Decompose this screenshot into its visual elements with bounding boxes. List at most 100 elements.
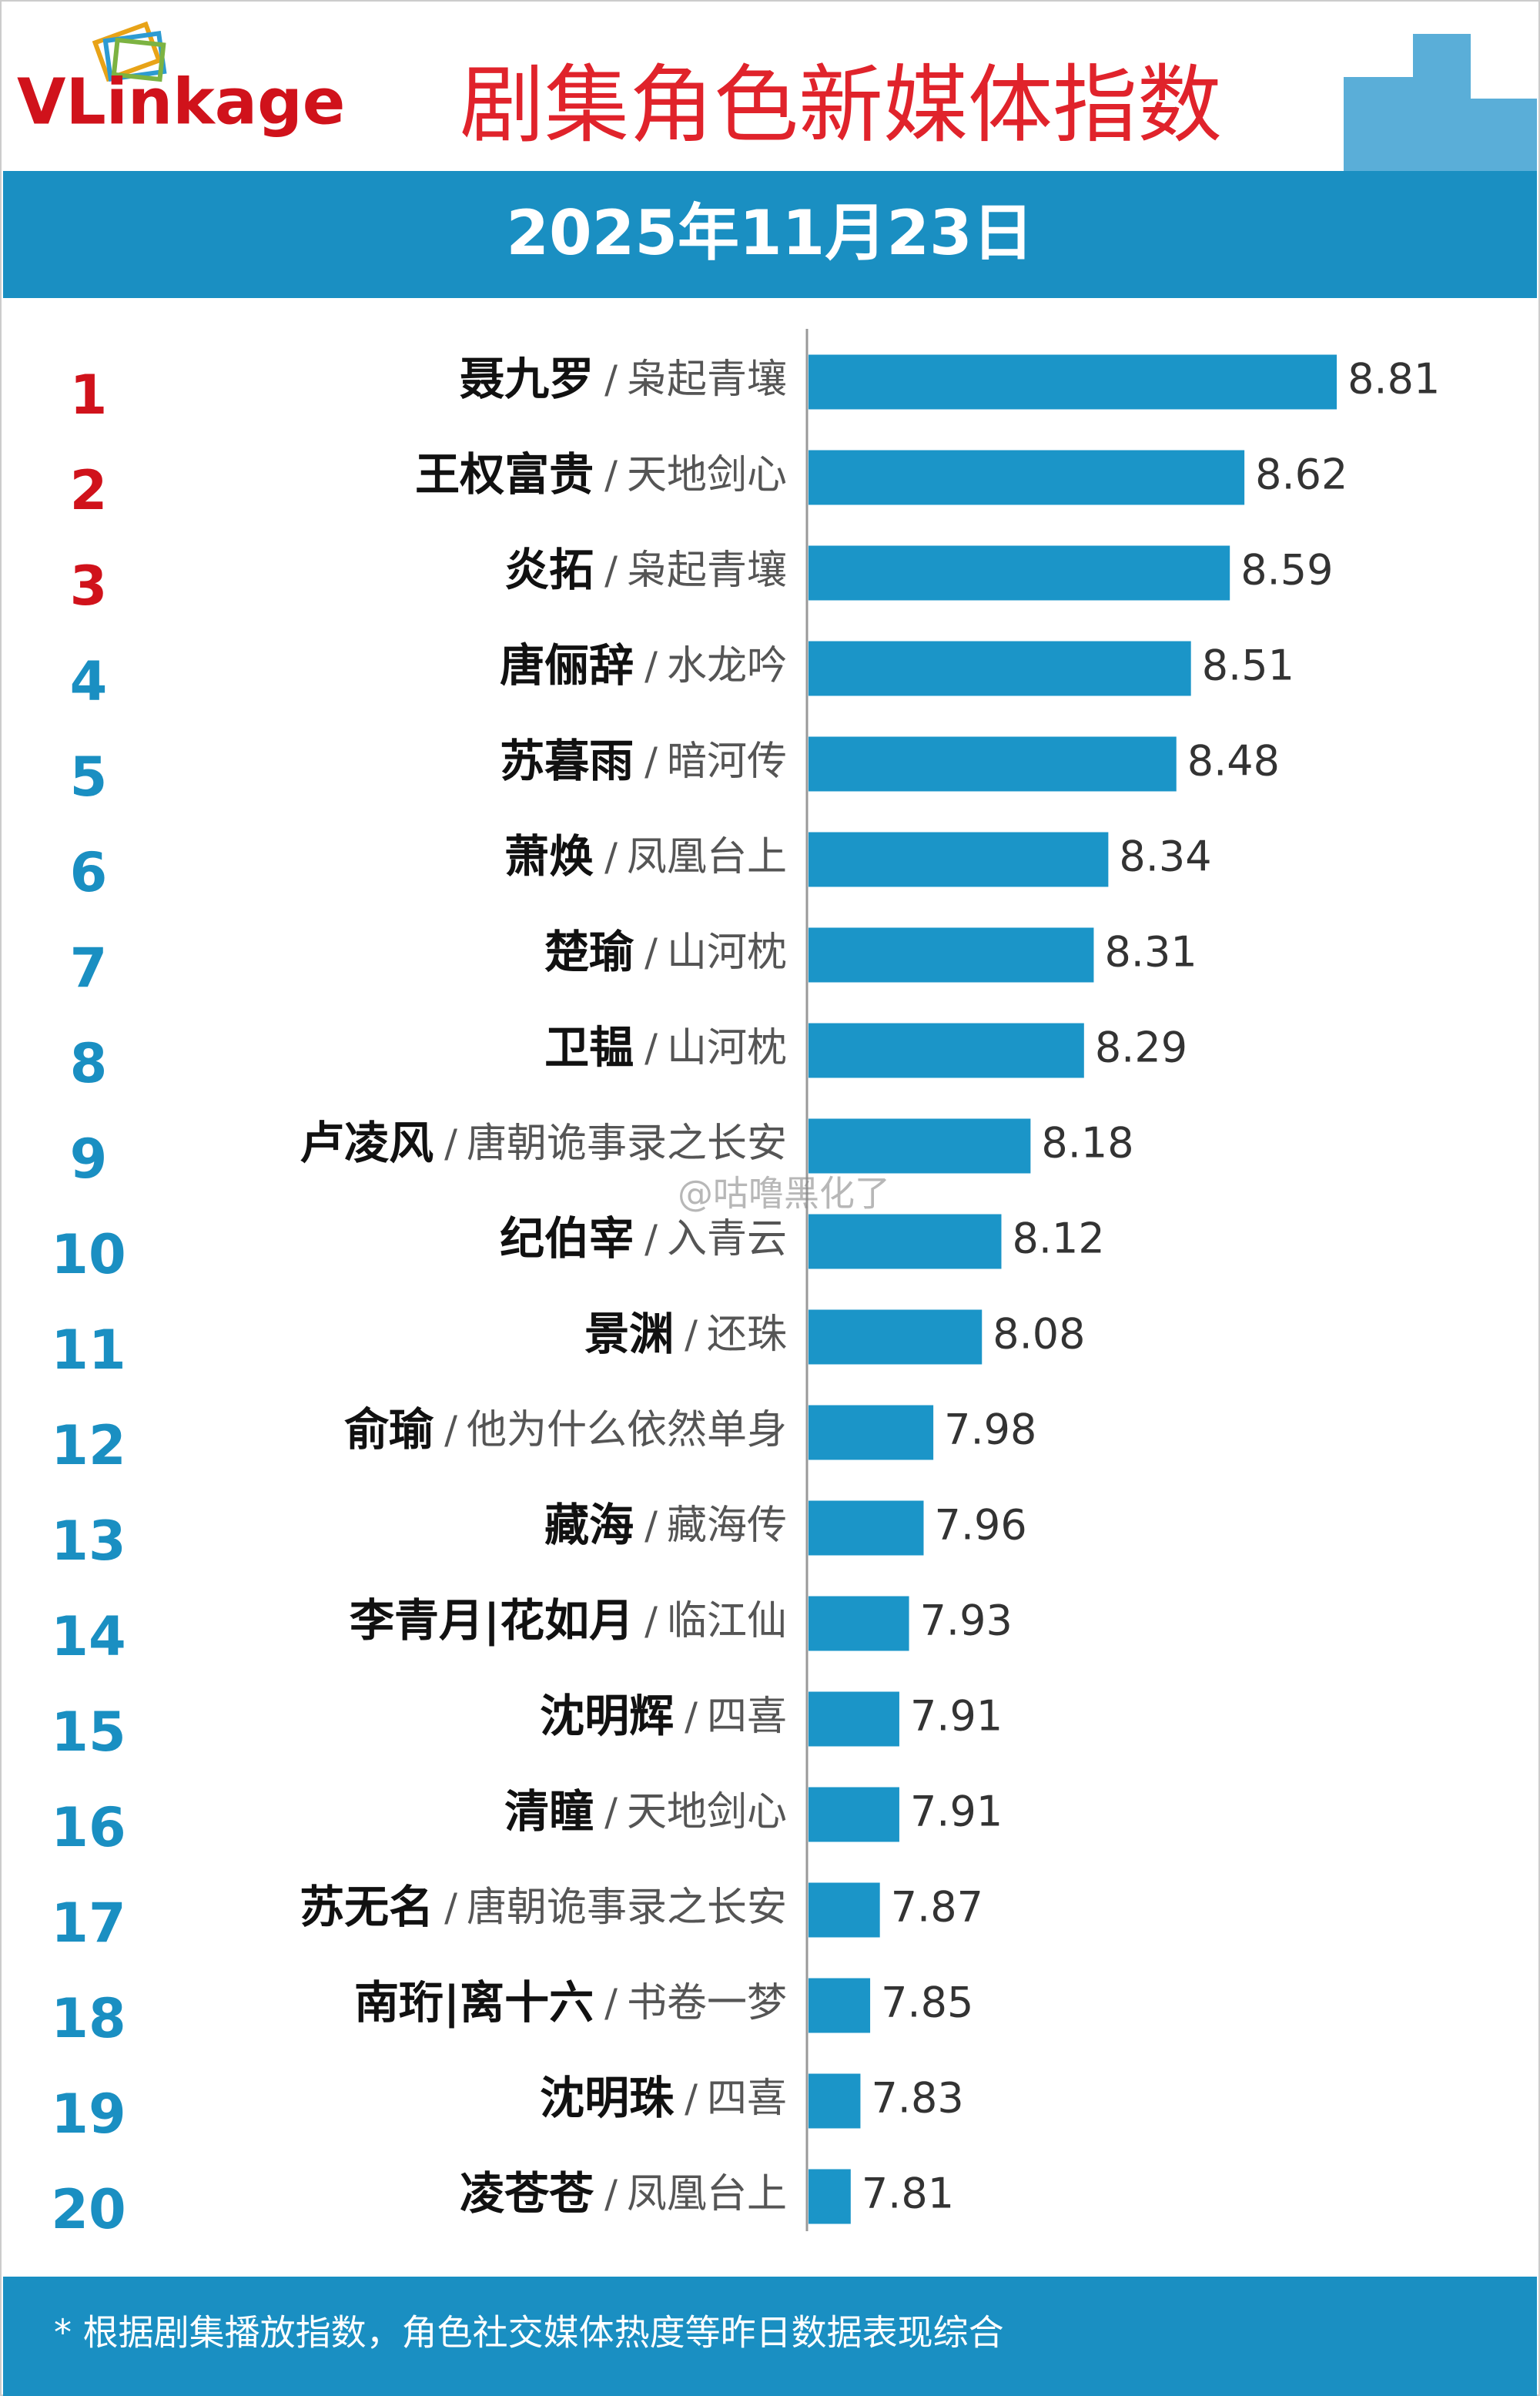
- drama-name: 枭起青壤: [627, 357, 787, 403]
- character-name: 景渊: [584, 1308, 674, 1360]
- separator: /: [685, 2076, 698, 2121]
- value-label: 7.93: [920, 1597, 1013, 1645]
- category-label: 南珩|离十六 / 书卷一梦: [354, 1976, 787, 2029]
- value-label: 7.81: [862, 2170, 954, 2218]
- separator: /: [604, 453, 618, 498]
- bar: [808, 545, 1230, 601]
- value-label: 8.12: [1013, 1215, 1105, 1263]
- drama-name: 暗河传: [667, 739, 787, 785]
- value-label: 8.81: [1348, 355, 1440, 404]
- rank-label: 14: [51, 1605, 126, 1668]
- footnote: * 根据剧集播放指数，角色社交媒体热度等昨日数据表现综合: [54, 2312, 1004, 2354]
- category-label: 李青月|花如月 / 临江仙: [350, 1594, 787, 1647]
- drama-name: 入青云: [667, 1216, 787, 1262]
- character-name: 纪伯宰: [500, 1212, 634, 1265]
- rank-label: 4: [70, 650, 108, 713]
- category-label: 藏海 / 藏海传: [544, 1499, 787, 1551]
- value-label: 8.31: [1104, 928, 1197, 977]
- drama-name: 天地剑心: [627, 452, 787, 498]
- value-label: 7.91: [910, 1692, 1003, 1741]
- separator: /: [644, 739, 658, 784]
- rank-label: 18: [51, 1987, 126, 2050]
- separator: /: [604, 1981, 618, 2026]
- category-label: 苏无名 / 唐朝诡事录之长安: [300, 1881, 787, 1933]
- podium-decoration: [1344, 34, 1537, 171]
- value-label: 7.96: [935, 1501, 1027, 1550]
- value-label: 7.83: [871, 2074, 963, 2123]
- watermark: @咕噜黑化了: [678, 1173, 890, 1215]
- separator: /: [644, 930, 658, 975]
- bar: [808, 736, 1177, 792]
- bar: [808, 641, 1191, 696]
- bar: [808, 1691, 899, 1747]
- drama-name: 还珠: [707, 1312, 787, 1358]
- drama-name: 四喜: [707, 1694, 787, 1740]
- category-label: 凌苍苍 / 凤凰台上: [460, 2167, 787, 2220]
- bar: [808, 2169, 851, 2224]
- category-label: 王权富贵 / 天地剑心: [415, 448, 787, 501]
- footer-band: [3, 2277, 1537, 2396]
- rank-label: 3: [70, 555, 108, 618]
- separator: /: [644, 1503, 658, 1548]
- value-label: 7.87: [891, 1883, 983, 1932]
- rank-label: 20: [51, 2178, 126, 2241]
- bar: [808, 354, 1337, 410]
- character-name: 聂九罗: [460, 353, 594, 405]
- bar: [808, 1787, 899, 1842]
- drama-name: 天地剑心: [627, 1789, 787, 1835]
- drama-name: 他为什么依然单身: [467, 1407, 787, 1453]
- value-label: 8.34: [1119, 833, 1211, 881]
- bar: [808, 1309, 983, 1365]
- category-label: 苏暮雨 / 暗河传: [500, 735, 787, 787]
- bar: [808, 450, 1245, 505]
- value-label: 8.59: [1240, 546, 1333, 595]
- character-name: 唐俪辞: [500, 639, 634, 692]
- separator: /: [604, 548, 618, 593]
- rank-label: 11: [51, 1319, 126, 1382]
- value-label: 8.18: [1041, 1119, 1133, 1168]
- rank-label: 16: [51, 1796, 126, 1859]
- character-name: 炎拓: [504, 544, 594, 596]
- value-label: 8.29: [1095, 1024, 1187, 1072]
- value-label: 7.98: [944, 1406, 1036, 1454]
- character-name: 卫韫: [544, 1021, 634, 1074]
- rank-label: 17: [51, 1892, 126, 1955]
- character-name: 王权富贵: [415, 448, 594, 501]
- bar: [808, 2073, 861, 2129]
- chart-title: 剧集角色新媒体指数: [460, 55, 1222, 154]
- bar: [808, 1214, 1002, 1269]
- separator: /: [685, 1312, 698, 1357]
- separator: /: [644, 1026, 658, 1071]
- rank-label: 5: [70, 746, 108, 809]
- value-label: 7.91: [910, 1788, 1003, 1836]
- character-name: 卢凌风: [300, 1117, 434, 1169]
- character-name: 萧焕: [504, 830, 594, 883]
- character-name: 南珩|离十六: [354, 1976, 594, 2029]
- separator: /: [644, 1217, 658, 1262]
- category-label: 纪伯宰 / 入青云: [500, 1212, 787, 1265]
- rank-label: 13: [51, 1510, 126, 1573]
- rank-label: 9: [70, 1128, 108, 1191]
- character-name: 沈明珠: [540, 2072, 675, 2124]
- rank-label: 6: [70, 841, 108, 904]
- category-label: 唐俪辞 / 水龙吟: [500, 639, 787, 692]
- logo: VLinkage: [17, 65, 345, 139]
- bar: [808, 927, 1094, 983]
- category-label: 景渊 / 还珠: [584, 1308, 787, 1360]
- value-label: 8.48: [1187, 737, 1280, 786]
- separator: /: [444, 1121, 457, 1166]
- rank-label: 1: [70, 364, 108, 427]
- character-name: 俞瑜: [344, 1403, 434, 1456]
- drama-name: 凤凰台上: [627, 2171, 787, 2217]
- rank-label: 7: [70, 937, 108, 1000]
- character-name: 苏无名: [300, 1881, 434, 1933]
- bar: [808, 1882, 880, 1938]
- category-label: 沈明珠 / 四喜: [540, 2072, 787, 2124]
- separator: /: [644, 1599, 658, 1644]
- drama-name: 藏海传: [667, 1503, 787, 1549]
- value-label: 7.85: [881, 1979, 973, 2027]
- category-label: 聂九罗 / 枭起青壤: [460, 353, 787, 405]
- category-label: 楚瑜 / 山河枕: [544, 926, 787, 978]
- drama-name: 凤凰台上: [627, 834, 787, 880]
